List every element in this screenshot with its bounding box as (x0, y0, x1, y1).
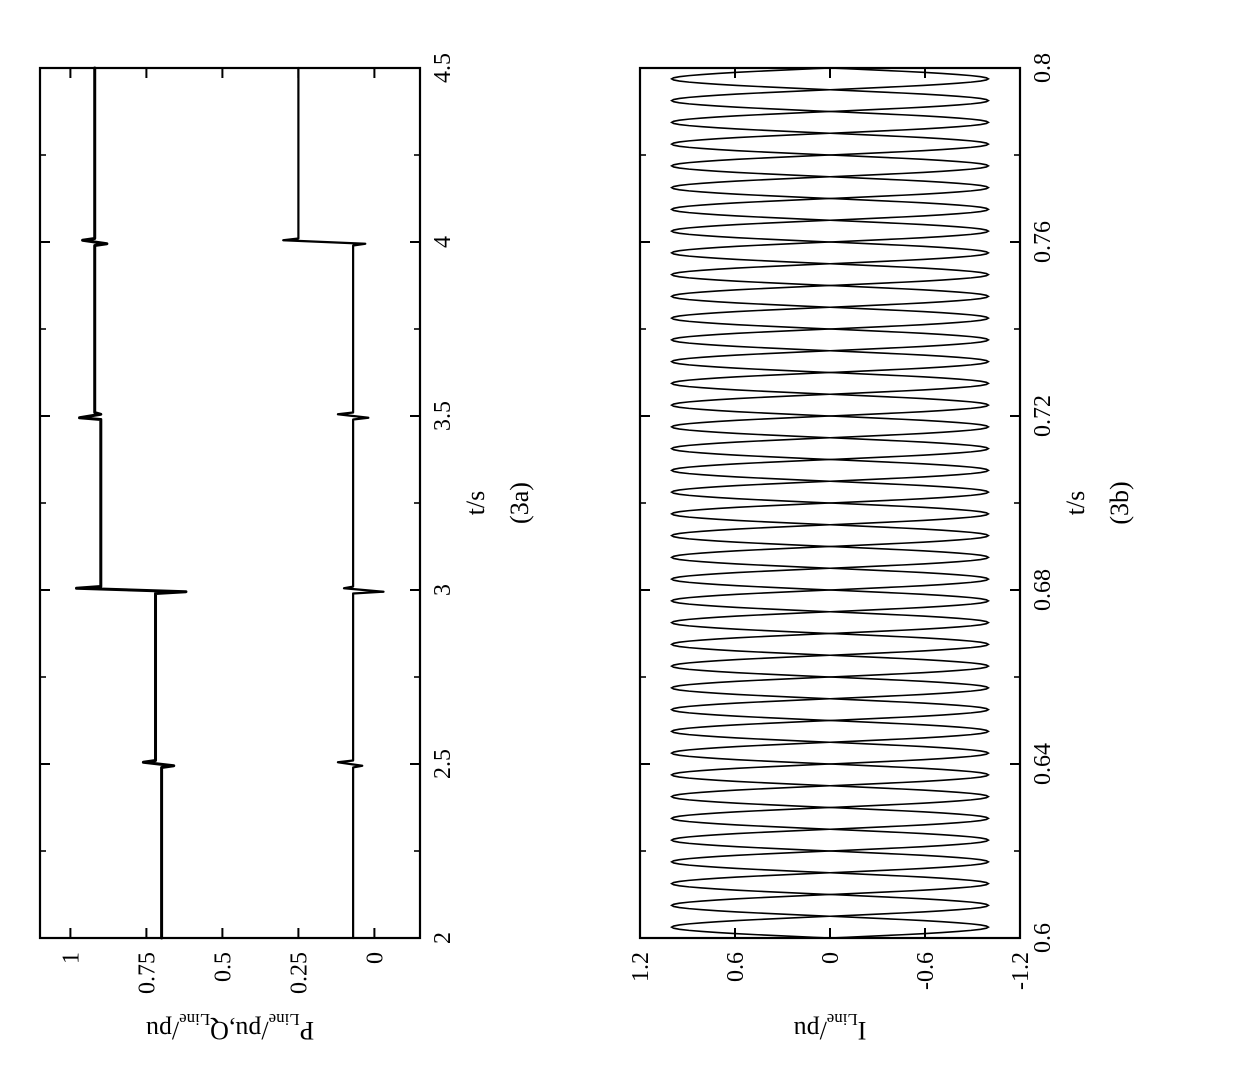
svg-text:0.8: 0.8 (1030, 53, 1056, 83)
svg-text:0: 0 (818, 952, 844, 964)
svg-text:0.75: 0.75 (134, 952, 160, 994)
svg-text:0.72: 0.72 (1030, 395, 1056, 437)
svg-text:-1.2: -1.2 (1008, 952, 1034, 990)
svg-text:4.5: 4.5 (430, 53, 456, 83)
svg-text:3: 3 (430, 584, 456, 596)
svg-text:0.25: 0.25 (286, 952, 312, 994)
svg-text:0.5: 0.5 (210, 952, 236, 982)
svg-text:0.76: 0.76 (1030, 221, 1056, 263)
svg-text:1: 1 (58, 952, 84, 964)
svg-text:0.6: 0.6 (1030, 923, 1056, 953)
svg-text:0.68: 0.68 (1030, 569, 1056, 611)
svg-text:4: 4 (430, 236, 456, 248)
svg-text:1.2: 1.2 (628, 952, 654, 982)
chart-svg: 0 0.25 0.5 0.75 1 2 2.5 3 3.5 4 4.5 t/s PLine/pu,QLi… (0, 0, 1240, 1088)
svg-text:-0.6: -0.6 (913, 952, 939, 990)
svg-text:3.5: 3.5 (430, 401, 456, 431)
svg-text:t/s: t/s (461, 491, 490, 516)
svg-text:2.5: 2.5 (430, 749, 456, 779)
svg-text:0.64: 0.64 (1030, 743, 1056, 785)
svg-text:(3b): (3b) (1105, 481, 1134, 524)
svg-text:2: 2 (430, 932, 456, 944)
figure-container: 0 0.25 0.5 0.75 1 2 2.5 3 3.5 4 4.5 t/s PLine/pu,QLi… (0, 0, 1240, 1088)
svg-text:t/s: t/s (1061, 491, 1090, 516)
svg-text:0: 0 (362, 952, 388, 964)
svg-text:ILine/pu: ILine/pu (794, 1010, 867, 1045)
svg-text:(3a): (3a) (505, 482, 534, 524)
svg-text:0.6: 0.6 (723, 952, 749, 982)
svg-text:PLine/pu,QLine/pu: PLine/pu,QLine/pu (146, 1010, 314, 1045)
